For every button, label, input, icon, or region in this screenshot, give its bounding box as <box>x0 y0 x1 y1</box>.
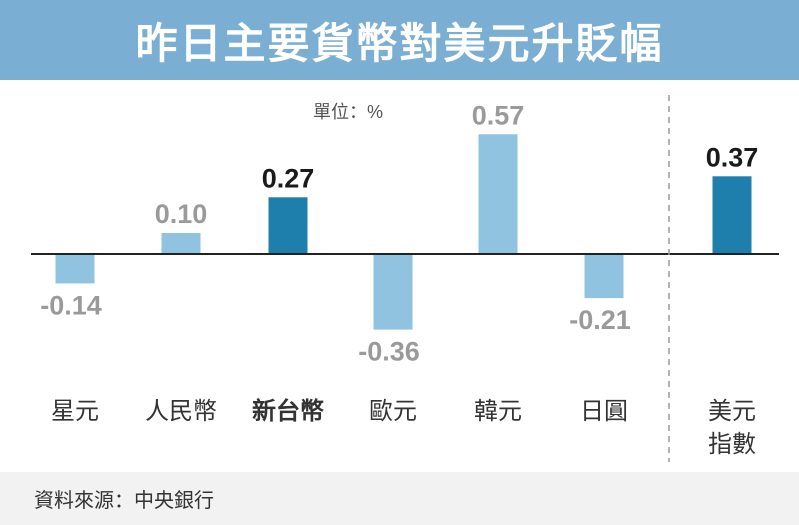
category-label-6-line-0: 美元 <box>708 398 756 425</box>
bar-chart: 單位：% -0.14 0.10 0.27 -0.36 0.57 -0.21 0.37 星元 人… <box>31 95 779 462</box>
chart-title: 昨日主要貨幣對美元升貶幅 <box>135 19 664 67</box>
bar-6 <box>712 176 752 254</box>
category-label-1: 人民幣 <box>145 398 217 425</box>
source-note: 資料來源：中央銀行 <box>34 490 214 512</box>
value-label-6: 0.37 <box>706 142 759 172</box>
value-label-0: -0.14 <box>40 290 102 320</box>
category-label-5: 日圓 <box>580 398 628 425</box>
chart-title-banner: 昨日主要貨幣對美元升貶幅 <box>0 0 799 80</box>
bar-0 <box>55 254 95 284</box>
bar-1 <box>161 233 201 254</box>
value-label-5: -0.21 <box>569 305 631 335</box>
category-label-6-line-1: 指數 <box>708 431 756 458</box>
footer-band <box>0 472 799 525</box>
category-label-0: 星元 <box>51 398 99 425</box>
unit-label: 單位：% <box>313 102 383 122</box>
value-label-3: -0.36 <box>358 337 420 367</box>
category-label-2: 新台幣 <box>252 397 324 425</box>
value-label-2: 0.27 <box>262 163 315 193</box>
category-label-3: 歐元 <box>369 398 417 425</box>
bar-5 <box>584 254 624 299</box>
bar-2 <box>268 197 308 254</box>
value-label-1: 0.10 <box>155 199 208 229</box>
bar-4 <box>478 134 518 254</box>
bar-3 <box>373 254 413 330</box>
category-label-4: 韓元 <box>474 398 522 425</box>
value-label-4: 0.57 <box>472 100 525 130</box>
